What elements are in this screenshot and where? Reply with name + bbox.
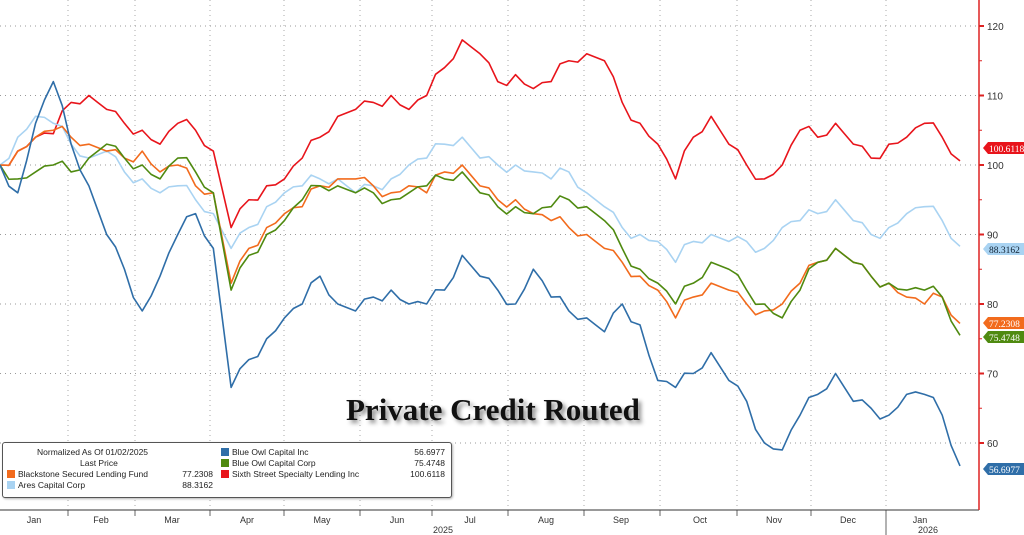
x-tick-label: Mar — [164, 515, 180, 525]
series-line — [0, 143, 961, 336]
legend-label: Blue Owl Capital Corp — [232, 458, 316, 468]
legend-header: Normalized As Of 01/02/2025 — [37, 447, 149, 457]
legend-swatch — [7, 481, 15, 489]
legend-swatch — [221, 470, 229, 478]
legend-swatch — [221, 448, 229, 456]
x-tick-label: Nov — [766, 515, 783, 525]
legend-item-blue-owl-inc: Blue Owl Capital Inc — [221, 447, 309, 457]
last-price-label: 100.6118 — [989, 145, 1024, 155]
x-tick-label: Oct — [693, 515, 708, 525]
series-line — [0, 80, 961, 467]
legend-label: Sixth Street Specialty Lending Inc — [232, 469, 360, 479]
x-tick-label: Aug — [538, 515, 554, 525]
year-label: 2026 — [918, 525, 938, 535]
last-price-badge — [983, 142, 1024, 154]
legend-swatch — [221, 459, 229, 467]
series-line — [0, 125, 961, 325]
x-tick-label: Apr — [240, 515, 254, 525]
y-tick-label: 70 — [987, 370, 999, 381]
x-tick-label: Jan — [27, 515, 42, 525]
x-tick-label: May — [313, 515, 331, 525]
legend-value: 56.6977 — [414, 447, 445, 457]
legend-value: 77.2308 — [182, 469, 213, 479]
y-tick-label: 80 — [987, 300, 999, 311]
year-label: 2025 — [433, 525, 453, 535]
chart-title: Private Credit Routed — [346, 392, 640, 427]
series-line — [0, 115, 961, 264]
x-tick-label: Jan — [913, 515, 928, 525]
y-tick-label: 100 — [987, 161, 1004, 172]
legend-value: 75.4748 — [414, 458, 445, 468]
legend-label: Ares Capital Corp — [18, 480, 86, 490]
y-tick-label: 110 — [987, 92, 1003, 103]
last-price-badge — [983, 243, 1024, 255]
last-price-label: 56.6977 — [989, 466, 1020, 476]
legend-subheader: Last Price — [80, 458, 118, 468]
x-tick-label: Jun — [390, 515, 405, 525]
last-price-badge — [983, 463, 1024, 475]
legend: Normalized As Of 01/02/2025 Last Price B… — [2, 442, 452, 498]
x-tick-label: Jul — [464, 515, 476, 525]
last-price-badge — [983, 317, 1024, 329]
legend-value: 88.3162 — [182, 480, 213, 490]
x-tick-label: Dec — [840, 515, 857, 525]
last-price-badge — [983, 331, 1024, 343]
series-line — [0, 39, 961, 229]
last-price-label: 77.2308 — [989, 320, 1020, 330]
legend-item-ares: Ares Capital Corp — [7, 480, 85, 490]
y-tick-label: 90 — [987, 231, 999, 242]
legend-label: Blue Owl Capital Inc — [232, 447, 309, 457]
y-tick-label: 120 — [987, 22, 1004, 33]
legend-swatch — [7, 470, 15, 478]
legend-label: Blackstone Secured Lending Fund — [18, 469, 148, 479]
x-tick-label: Feb — [93, 515, 109, 525]
last-price-label: 88.3162 — [989, 246, 1020, 256]
legend-item-sixth-street: Sixth Street Specialty Lending Inc — [221, 469, 359, 479]
legend-value: 100.6118 — [410, 469, 445, 479]
y-tick-label: 60 — [987, 439, 999, 450]
legend-item-blue-owl-corp: Blue Owl Capital Corp — [221, 458, 316, 468]
x-tick-label: Sep — [613, 515, 629, 525]
legend-item-blackstone: Blackstone Secured Lending Fund — [7, 469, 148, 479]
last-price-label: 75.4748 — [989, 334, 1020, 344]
